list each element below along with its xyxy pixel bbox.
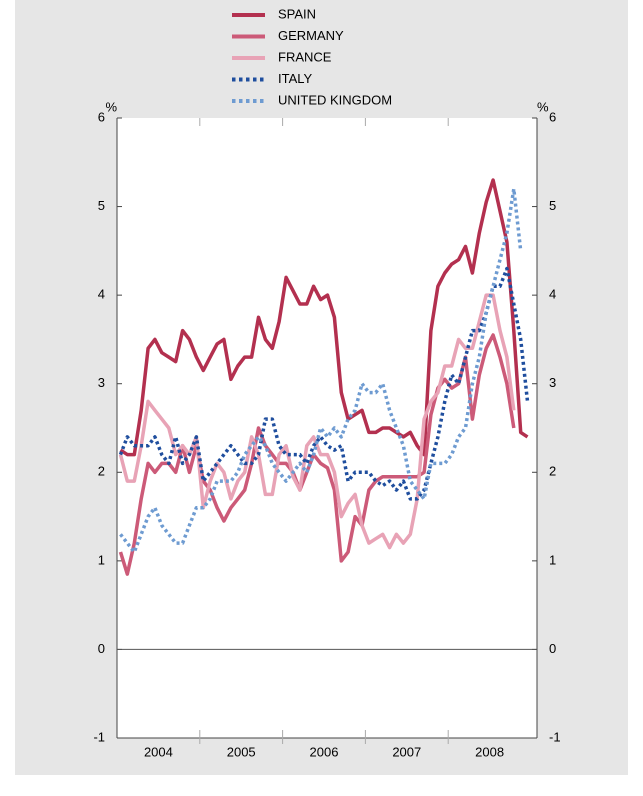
- y2-axis-label: %: [537, 99, 549, 114]
- y-tick-label: 2: [98, 464, 105, 479]
- y2-tick-label: 4: [549, 287, 556, 302]
- y-tick-label: 1: [98, 552, 105, 567]
- y-axis-label: %: [105, 99, 117, 114]
- x-tick-label: 2004: [144, 744, 173, 759]
- y-tick-label: 5: [98, 198, 105, 213]
- y2-tick-label: 3: [549, 375, 556, 390]
- y2-tick-label: -1: [549, 729, 561, 744]
- y-tick-label: 0: [98, 641, 105, 656]
- y2-tick-label: 5: [549, 198, 556, 213]
- legend-label: ITALY: [278, 71, 313, 86]
- legend-label: SPAIN: [278, 6, 316, 21]
- legend-label: GERMANY: [278, 28, 344, 43]
- y-tick-label: 4: [98, 287, 105, 302]
- plot-area: [117, 118, 537, 738]
- x-tick-label: 2006: [310, 744, 339, 759]
- y-tick-label: 3: [98, 375, 105, 390]
- y-tick-label: -1: [93, 729, 105, 744]
- x-tick-label: 2007: [392, 744, 421, 759]
- series-line: [118, 293, 516, 550]
- legend-label: UNITED KINGDOM: [278, 92, 392, 107]
- y2-tick-label: 0: [549, 641, 556, 656]
- y2-tick-label: 2: [549, 464, 556, 479]
- legend-label: FRANCE: [278, 49, 332, 64]
- y2-tick-label: 6: [549, 109, 556, 124]
- y-tick-label: 6: [98, 109, 105, 124]
- x-tick-label: 2008: [475, 744, 504, 759]
- x-tick-label: 2005: [227, 744, 256, 759]
- series-line: [119, 178, 529, 457]
- series-line: [119, 187, 523, 554]
- y2-tick-label: 1: [549, 552, 556, 567]
